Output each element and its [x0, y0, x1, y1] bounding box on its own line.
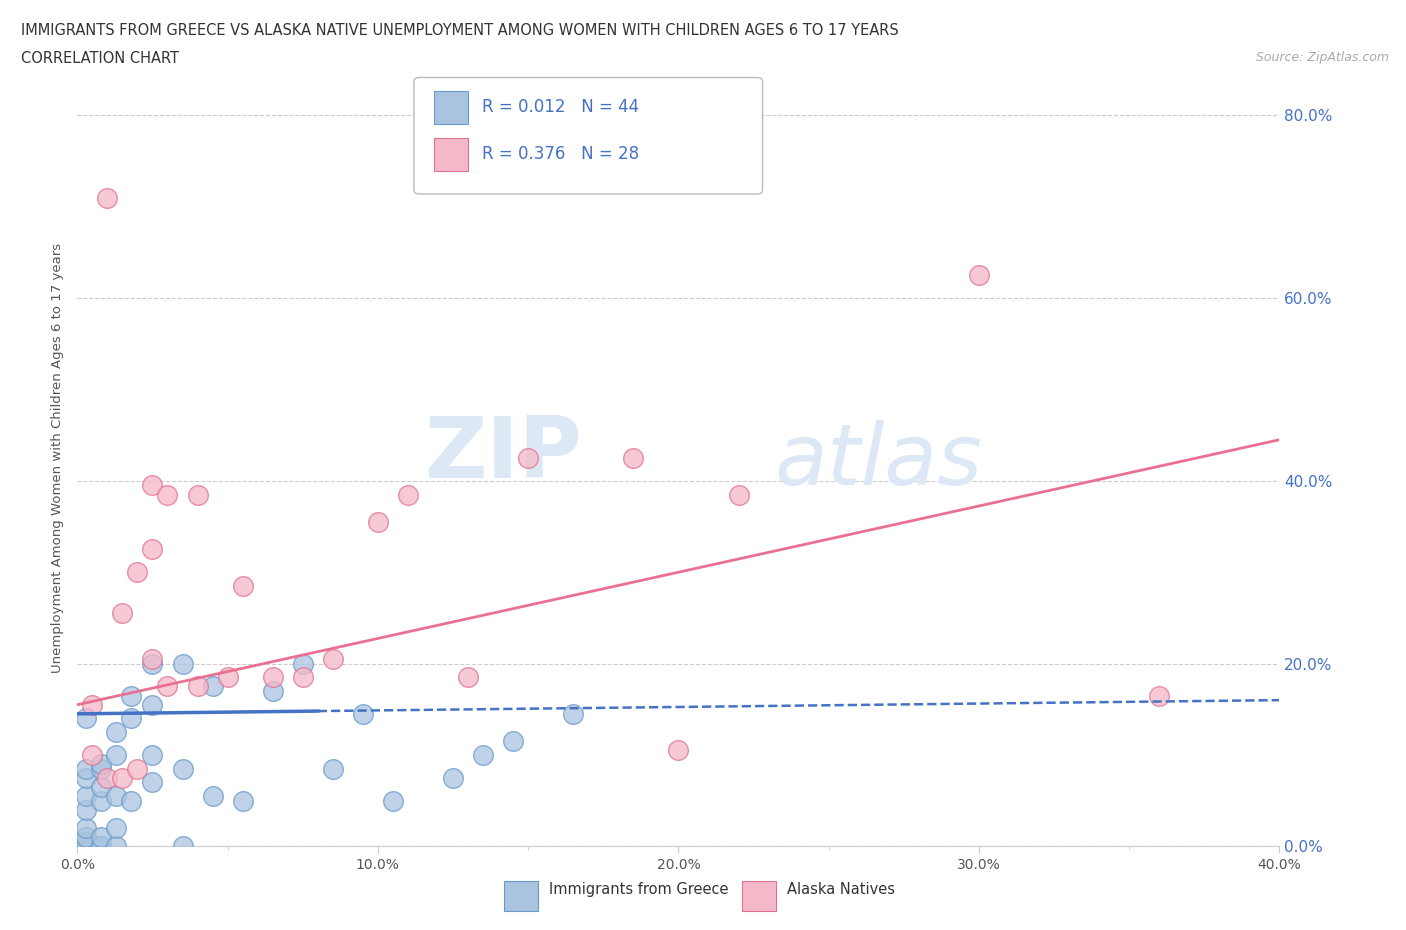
- Point: [96, 191, 118, 206]
- Text: R = 0.376   N = 28: R = 0.376 N = 28: [482, 145, 640, 163]
- Point: [75, 761, 97, 776]
- Point: [141, 698, 163, 712]
- Point: [217, 670, 239, 684]
- Point: [141, 478, 163, 493]
- Point: [262, 670, 284, 684]
- Point: [141, 775, 163, 790]
- Point: [187, 487, 209, 502]
- Point: [120, 711, 142, 725]
- Point: [1149, 688, 1171, 703]
- Point: [75, 789, 97, 804]
- Point: [120, 793, 142, 808]
- Point: [232, 578, 254, 593]
- Point: [105, 748, 128, 763]
- Text: atlas: atlas: [775, 420, 983, 503]
- Point: [172, 839, 194, 854]
- Point: [141, 657, 163, 671]
- Point: [441, 770, 464, 785]
- Point: [75, 830, 97, 844]
- Text: ZIP: ZIP: [425, 413, 582, 496]
- Text: IMMIGRANTS FROM GREECE VS ALASKA NATIVE UNEMPLOYMENT AMONG WOMEN WITH CHILDREN A: IMMIGRANTS FROM GREECE VS ALASKA NATIVE …: [21, 23, 898, 38]
- Bar: [434, 91, 468, 124]
- Point: [517, 451, 540, 466]
- Point: [75, 839, 97, 854]
- Text: Alaska Natives: Alaska Natives: [786, 882, 894, 897]
- Bar: [505, 882, 537, 910]
- Bar: [434, 138, 468, 171]
- Point: [201, 679, 224, 694]
- Point: [82, 748, 104, 763]
- Point: [75, 820, 97, 835]
- Text: Source: ZipAtlas.com: Source: ZipAtlas.com: [1256, 51, 1389, 64]
- Point: [141, 542, 163, 557]
- Point: [82, 698, 104, 712]
- Point: [367, 514, 389, 529]
- Point: [75, 803, 97, 817]
- Point: [90, 830, 112, 844]
- Point: [187, 679, 209, 694]
- Point: [472, 748, 495, 763]
- Text: Immigrants from Greece: Immigrants from Greece: [548, 882, 728, 897]
- Point: [90, 761, 112, 776]
- Point: [75, 770, 97, 785]
- Point: [127, 761, 149, 776]
- Point: [381, 793, 404, 808]
- Point: [90, 793, 112, 808]
- Point: [75, 711, 97, 725]
- Point: [127, 565, 149, 579]
- Point: [75, 839, 97, 854]
- Point: [75, 834, 97, 849]
- Point: [90, 839, 112, 854]
- Point: [141, 748, 163, 763]
- Point: [156, 487, 179, 502]
- Point: [90, 779, 112, 794]
- Point: [352, 707, 374, 722]
- Point: [457, 670, 479, 684]
- Point: [111, 606, 134, 621]
- Point: [562, 707, 585, 722]
- Point: [262, 684, 284, 698]
- Point: [105, 789, 128, 804]
- Point: [967, 268, 990, 283]
- Point: [396, 487, 419, 502]
- Y-axis label: Unemployment Among Women with Children Ages 6 to 17 years: Unemployment Among Women with Children A…: [51, 243, 65, 673]
- Text: R = 0.012   N = 44: R = 0.012 N = 44: [482, 98, 640, 116]
- Point: [668, 743, 690, 758]
- Point: [120, 688, 142, 703]
- Text: CORRELATION CHART: CORRELATION CHART: [21, 51, 179, 66]
- Point: [201, 789, 224, 804]
- Point: [172, 657, 194, 671]
- Point: [156, 679, 179, 694]
- Point: [322, 761, 344, 776]
- Point: [291, 670, 314, 684]
- Point: [105, 839, 128, 854]
- Point: [90, 839, 112, 854]
- Point: [172, 761, 194, 776]
- Bar: [742, 882, 776, 910]
- FancyBboxPatch shape: [413, 77, 762, 194]
- Point: [111, 770, 134, 785]
- Point: [621, 451, 644, 466]
- Point: [727, 487, 749, 502]
- Point: [141, 652, 163, 667]
- Point: [291, 657, 314, 671]
- Point: [232, 793, 254, 808]
- Point: [90, 757, 112, 772]
- Point: [105, 724, 128, 739]
- Point: [96, 770, 118, 785]
- Point: [502, 734, 524, 749]
- Point: [322, 652, 344, 667]
- Point: [105, 820, 128, 835]
